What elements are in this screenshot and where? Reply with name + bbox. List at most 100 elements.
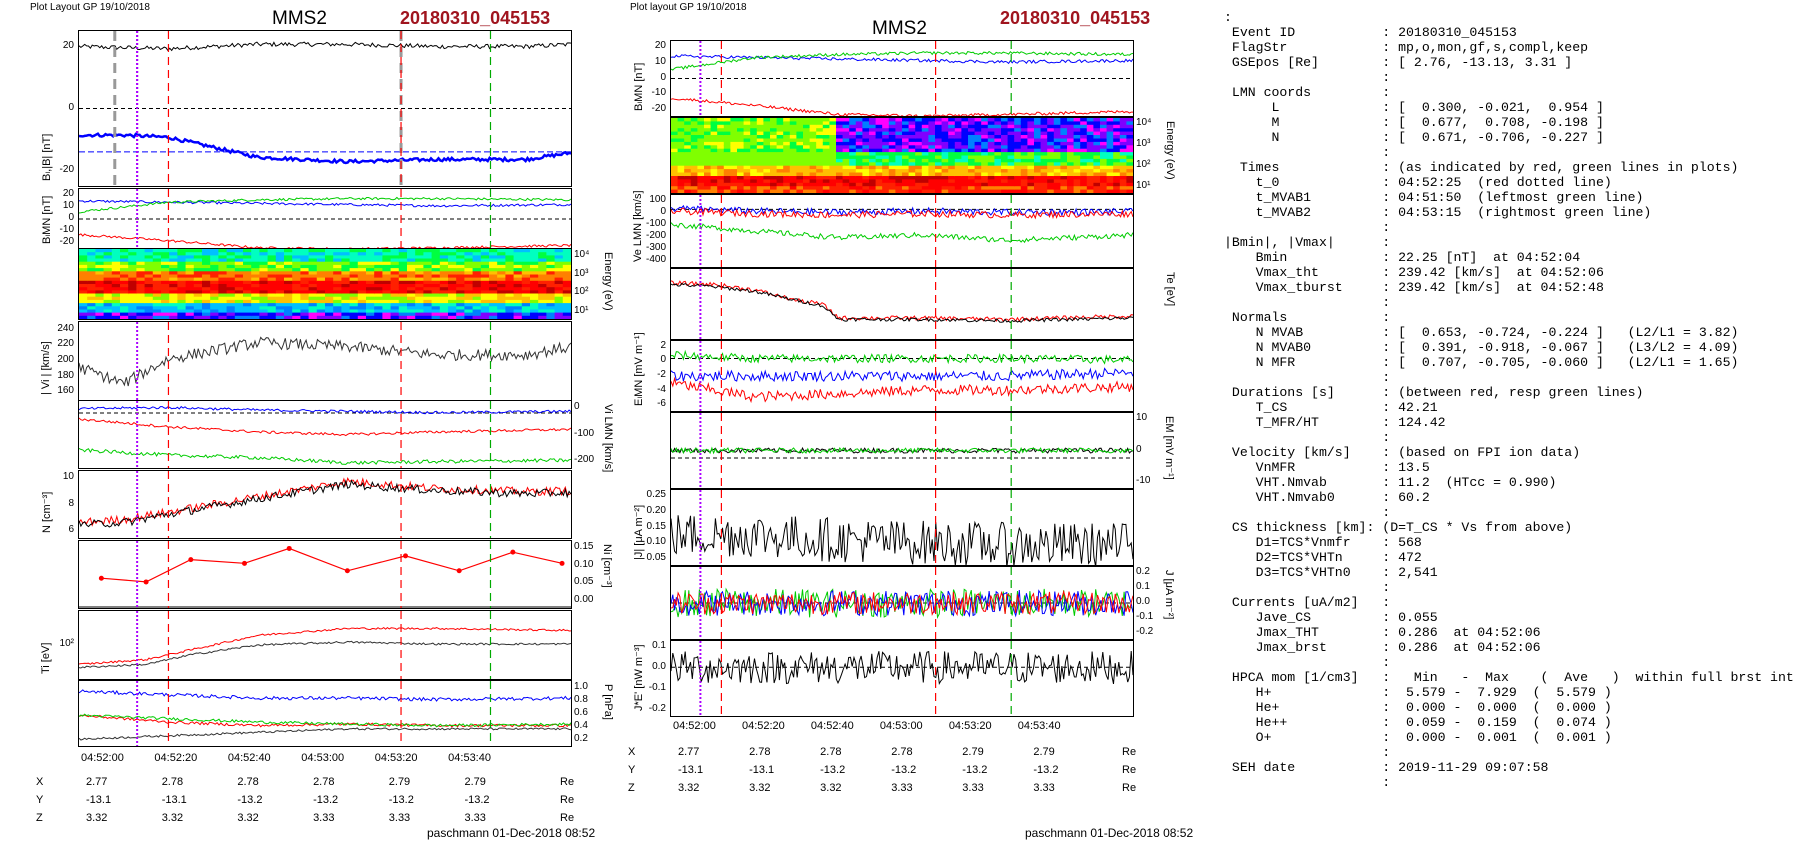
middle-panel-svg-4	[671, 269, 1133, 339]
left-title: MMS2	[272, 8, 327, 29]
middle-ytick: -2	[657, 369, 666, 380]
middle-panel-svg-5	[671, 341, 1133, 411]
info-line: LMN coords :	[1224, 85, 1391, 100]
middle-xtick: 04:52:00	[673, 720, 716, 732]
middle-panel-8	[670, 566, 1134, 640]
left-panel-1	[78, 30, 572, 187]
middle-ytick: -200	[645, 230, 666, 242]
left-panel-svg-2	[79, 189, 571, 249]
middle-ylabel: |J| [μA m⁻²]	[633, 504, 645, 560]
left-ytick: 0.15	[574, 540, 594, 552]
middle-ytick: 0.1	[652, 640, 666, 651]
left-coord-value: 3.33	[388, 812, 411, 824]
n-heplus-point	[241, 560, 247, 566]
middle-ytick: 0.25	[646, 489, 666, 500]
middle-coord-label: Z	[628, 782, 635, 794]
info-line: L : [ 0.300, -0.021, 0.954 ]	[1224, 100, 1604, 115]
middle-coord-value: 3.33	[962, 782, 984, 794]
middle-ytick: -400	[645, 254, 666, 266]
middle-ytick: 10³	[1136, 138, 1151, 149]
left-coord-unit: Re	[560, 794, 575, 806]
middle-ytick: 10¹	[1136, 180, 1151, 191]
n-heplus-point	[98, 575, 104, 581]
info-line: :	[1224, 295, 1391, 310]
info-line: :	[1224, 745, 1391, 760]
left-xtick: 04:53:00	[301, 752, 345, 764]
info-line: t_MVAB2 : 04:53:15 (rightmost green line…	[1224, 205, 1652, 220]
middle-ytick: -0.2	[648, 703, 666, 714]
left-coord-unit: Re	[560, 812, 575, 824]
left-panel-svg-7	[79, 541, 571, 608]
middle-ylabel: J*E' [nW m⁻³]	[633, 644, 645, 711]
middle-coord-value: -13.2	[962, 764, 988, 776]
info-line: |Bmin|, |Vmax| :	[1224, 235, 1391, 250]
en-line	[671, 376, 1133, 404]
middle-ytick: 2	[660, 339, 666, 351]
left-footer: paschmann 01-Dec-2018 08:52	[427, 826, 596, 840]
left-ytick: 0.00	[574, 594, 594, 606]
left-ytick: 0.2	[574, 732, 588, 744]
left-panel-svg-4	[79, 322, 571, 400]
middle-ytick: 0.0	[652, 661, 666, 672]
ve-l-line	[671, 204, 1133, 218]
info-line: HPCA mom [1/cm3] : Min - Max ( Ave ) wit…	[1224, 670, 1794, 685]
ve-n-line	[671, 207, 1133, 220]
left-ytick: -200	[574, 454, 595, 466]
left-ytick: 0.8	[574, 693, 588, 705]
info-line: Vmax_tht : 239.42 [km/s] at 04:52:06	[1224, 265, 1604, 280]
middle-ylabel: Ve LMN [km/s]	[632, 190, 644, 262]
left-coord-value: 3.32	[161, 812, 184, 824]
left-ytick: -100	[574, 427, 595, 439]
left-panel-6	[78, 470, 572, 539]
middle-xtick: 04:53:20	[948, 720, 992, 732]
info-line: :	[1224, 775, 1391, 790]
n-heplus-point	[143, 579, 149, 585]
left-ytick: 6	[68, 524, 74, 536]
left-ylabel: | Vi | [km/s]	[40, 341, 52, 395]
left-ylabel: Vi LMN [km/s]	[602, 404, 614, 473]
el-line	[671, 349, 1133, 365]
info-line: Normals :	[1224, 310, 1391, 325]
info-line: H+ : 5.579 - 7.929 ( 5.579 )	[1224, 685, 1612, 700]
bl-line	[79, 132, 571, 165]
left-panel-4	[78, 321, 572, 401]
info-line: :	[1224, 430, 1391, 445]
left-panel-2	[78, 188, 572, 250]
info-line: D3=TCS*VHTn0 : 2,541	[1224, 565, 1438, 580]
middle-coord-label: Y	[628, 764, 636, 776]
left-coord-value: 2.78	[237, 776, 259, 788]
left-ytick: 0.10	[574, 558, 594, 570]
event-info-text: : Event ID : 20180310_045153 FlagStr : m…	[1224, 10, 1794, 790]
middle-ylabel: Te [eV]	[1164, 272, 1176, 307]
j-mag-line	[671, 515, 1133, 565]
middle-ytick: -20	[651, 103, 666, 114]
left-ytick: 10⁴	[574, 249, 590, 260]
middle-ytick: 0	[660, 205, 666, 217]
left-event-id: 20180310_045153	[400, 8, 551, 28]
bl-line	[79, 199, 571, 208]
left-xtick: 04:52:40	[227, 752, 271, 764]
left-panel-9	[78, 680, 572, 747]
info-line: Event ID : 20180310_045153	[1224, 25, 1517, 40]
middle-ytick: 10²	[1136, 159, 1151, 170]
ni-line	[79, 479, 571, 528]
info-line: Jmax_THT : 0.286 at 04:52:06	[1224, 625, 1541, 640]
left-coord-value: -13.1	[86, 794, 112, 806]
middle-title: MMS2	[872, 18, 927, 39]
je-line	[671, 650, 1133, 686]
middle-panel-9	[670, 640, 1134, 717]
middle-ytick: 0.20	[646, 504, 666, 516]
middle-ytick: -0.2	[1136, 626, 1154, 638]
middle-ytick: 10	[1136, 412, 1148, 423]
left-panel-3	[78, 248, 572, 320]
middle-ytick: 0	[660, 71, 666, 83]
left-coord-value: 2.78	[313, 776, 335, 788]
info-line: :	[1224, 370, 1391, 385]
middle-ytick: -100	[645, 217, 666, 229]
middle-panel-2	[670, 117, 1134, 194]
left-ylabel: P [nPa]	[602, 684, 614, 720]
middle-ytick: 0.2	[1136, 565, 1150, 577]
left-ytick: 20	[62, 39, 74, 51]
middle-ytick: -10	[651, 87, 666, 99]
n-heplus-point	[403, 553, 409, 559]
